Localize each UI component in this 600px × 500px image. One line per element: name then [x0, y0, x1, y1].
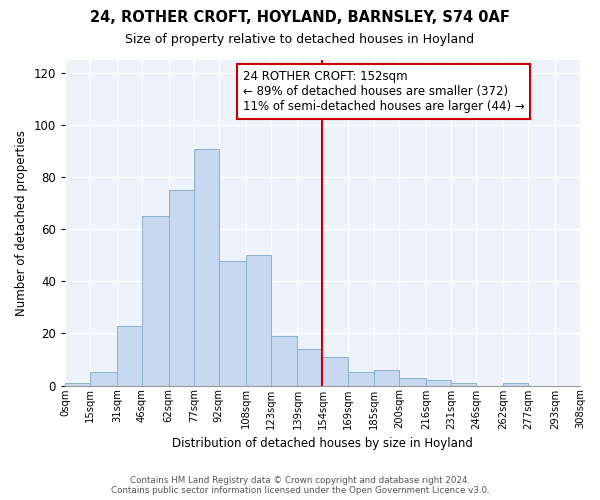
Bar — [400, 378, 426, 386]
Bar — [451, 383, 476, 386]
Bar — [65, 383, 90, 386]
Bar — [426, 380, 451, 386]
Bar — [219, 260, 245, 386]
Bar — [245, 256, 271, 386]
Text: Size of property relative to detached houses in Hoyland: Size of property relative to detached ho… — [125, 32, 475, 46]
Bar — [298, 349, 322, 386]
Bar — [374, 370, 400, 386]
Bar — [347, 372, 374, 386]
Y-axis label: Number of detached properties: Number of detached properties — [15, 130, 28, 316]
Bar — [169, 190, 194, 386]
Bar — [503, 383, 528, 386]
Text: 24 ROTHER CROFT: 152sqm
← 89% of detached houses are smaller (372)
11% of semi-d: 24 ROTHER CROFT: 152sqm ← 89% of detache… — [242, 70, 524, 113]
Text: 24, ROTHER CROFT, HOYLAND, BARNSLEY, S74 0AF: 24, ROTHER CROFT, HOYLAND, BARNSLEY, S74… — [90, 10, 510, 25]
Text: Contains HM Land Registry data © Crown copyright and database right 2024.
Contai: Contains HM Land Registry data © Crown c… — [110, 476, 490, 495]
Bar — [194, 148, 219, 386]
X-axis label: Distribution of detached houses by size in Hoyland: Distribution of detached houses by size … — [172, 437, 473, 450]
Bar — [142, 216, 169, 386]
Bar — [90, 372, 117, 386]
Bar — [117, 326, 142, 386]
Bar — [271, 336, 298, 386]
Bar — [322, 357, 347, 386]
